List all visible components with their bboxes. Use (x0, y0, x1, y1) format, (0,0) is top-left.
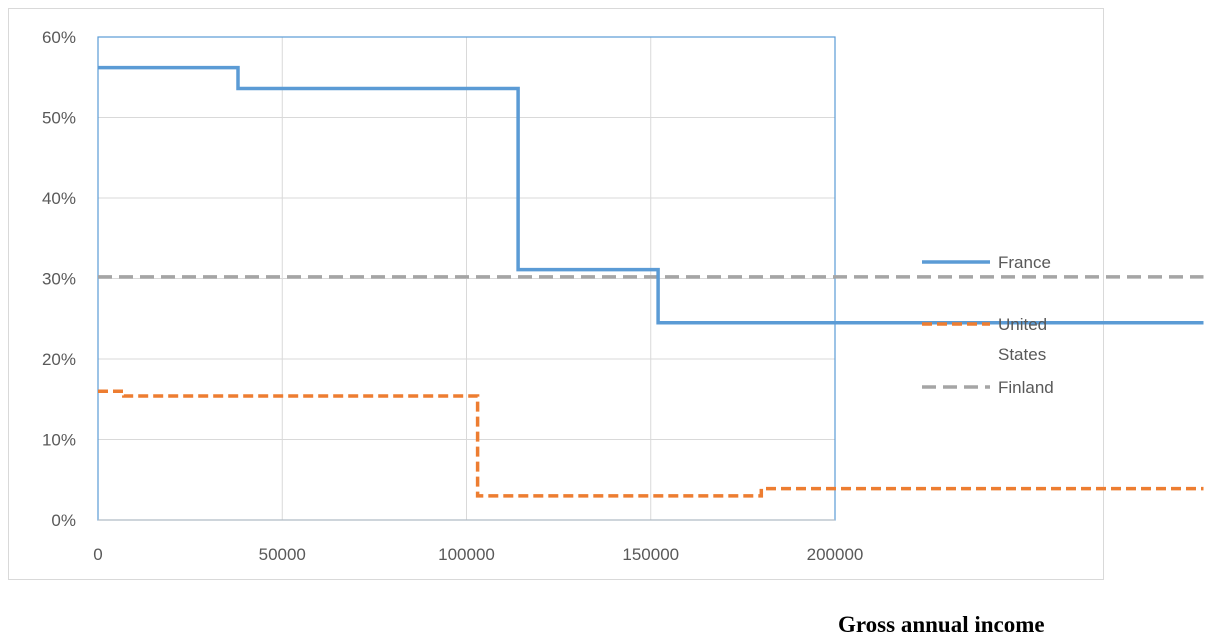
x-axis-ticks: 0 50000 100000 150000 200000 (93, 545, 863, 564)
y-tick-label: 50% (42, 109, 76, 128)
x-tick-label: 200000 (807, 545, 864, 564)
income-tax-chart: 0% 10% 20% 30% 40% 50% 60% 0 50000 100000 150000 2… (42, 28, 1204, 564)
y-axis-ticks: 0% 10% 20% 30% 40% 50% 60% (42, 28, 76, 530)
series-line-france (98, 65, 1204, 325)
y-tick-label: 10% (42, 431, 76, 450)
y-tick-label: 20% (42, 350, 76, 369)
series-line-united-states (98, 389, 1204, 498)
y-tick-label: 60% (42, 28, 76, 47)
x-axis-title: Gross annual income (838, 612, 1045, 637)
legend-label: France (998, 253, 1051, 272)
legend-label: States (998, 345, 1046, 364)
legend-label: Finland (998, 378, 1054, 397)
chart-frame (8, 8, 1104, 580)
x-tick-label: 100000 (438, 545, 495, 564)
x-tick-label: 50000 (259, 545, 306, 564)
y-tick-label: 40% (42, 189, 76, 208)
y-tick-label: 30% (42, 270, 76, 289)
series (98, 65, 1204, 498)
x-tick-label: 0 (93, 545, 102, 564)
x-tick-label: 150000 (622, 545, 679, 564)
y-tick-label: 0% (51, 511, 76, 530)
legend: France United States Finland (922, 253, 1054, 397)
legend-label: United (998, 315, 1047, 334)
